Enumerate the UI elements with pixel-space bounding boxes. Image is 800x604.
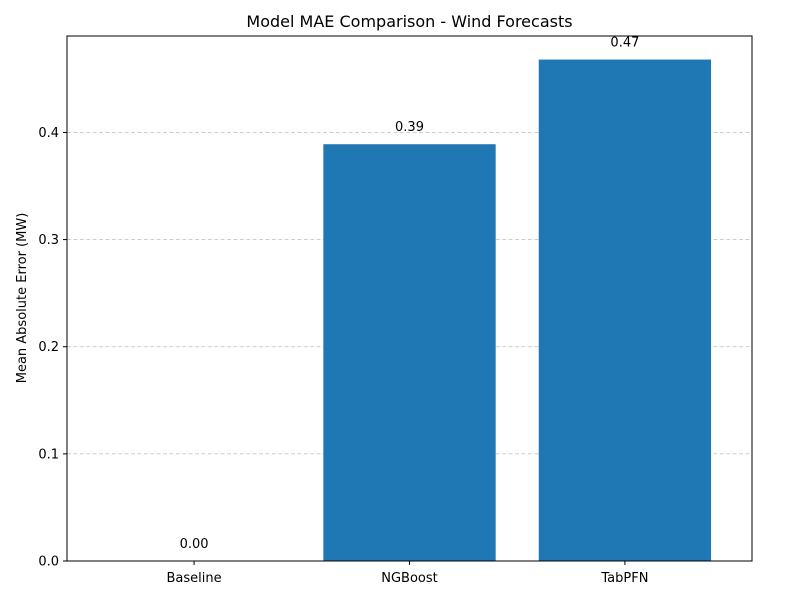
- x-tick-label: NGBoost: [381, 571, 438, 586]
- value-label: 0.39: [395, 120, 424, 135]
- x-tick-label: Baseline: [167, 571, 222, 586]
- y-tick-label: 0.3: [38, 233, 59, 248]
- x-tick-label: TabPFN: [600, 571, 648, 586]
- bar-ngboost: [323, 144, 496, 561]
- y-tick-label: 0.0: [38, 555, 59, 570]
- bar-tabpfn: [538, 59, 712, 561]
- y-tick-label: 0.4: [38, 126, 59, 141]
- chart-title: Model MAE Comparison - Wind Forecasts: [246, 12, 572, 31]
- value-labels: 0.00 0.39 0.47: [180, 36, 640, 552]
- y-axis-label: Mean Absolute Error (MW): [15, 213, 30, 384]
- x-ticks: Baseline NGBoost TabPFN: [167, 561, 648, 586]
- bars: [323, 59, 712, 561]
- value-label: 0.47: [610, 36, 639, 51]
- y-ticks: 0.0 0.1 0.2 0.3 0.4: [38, 126, 67, 570]
- value-label: 0.00: [180, 537, 209, 552]
- y-tick-label: 0.1: [38, 447, 59, 462]
- y-tick-label: 0.2: [38, 340, 59, 355]
